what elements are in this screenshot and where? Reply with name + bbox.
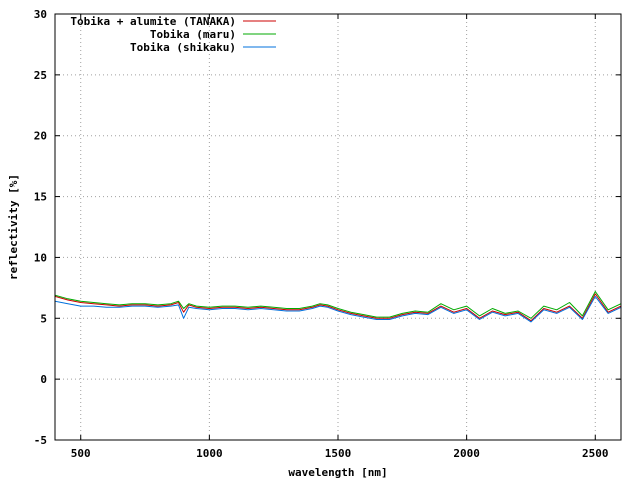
tick-labels: 500 1000 1500 2000 2500 -5 0 5 10 15 20 25 30 [34, 8, 609, 460]
x-tick-label: 2500 [582, 447, 609, 460]
series-group [55, 291, 621, 323]
y-axis-label: reflectivity [%] [7, 174, 20, 280]
y-tick-label: 25 [34, 69, 47, 82]
y-tick-label: 20 [34, 130, 47, 143]
legend-label-1: Tobika (maru) [150, 28, 236, 41]
x-axis-label: wavelength [nm] [288, 466, 387, 479]
y-tick-label: 15 [34, 191, 47, 204]
y-tick-label: 0 [40, 373, 47, 386]
y-tick-label: 10 [34, 251, 47, 264]
y-tick-label: 5 [40, 312, 47, 325]
axis-ticks [55, 13, 621, 441]
x-tick-label: 1000 [196, 447, 223, 460]
legend-label-2: Tobika (shikaku) [130, 41, 236, 54]
x-tick-label: 2000 [453, 447, 480, 460]
series-line-1 [55, 291, 621, 319]
x-tick-label: 1500 [325, 447, 352, 460]
x-tick-label: 500 [71, 447, 91, 460]
legend-label-0: Tobika + alumite (TANAKA) [70, 15, 236, 28]
series-line-0 [55, 293, 621, 322]
y-tick-label: -5 [34, 434, 47, 447]
grid [55, 14, 621, 440]
legend: Tobika + alumite (TANAKA)Tobika (maru)To… [70, 15, 276, 54]
series-line-2 [55, 295, 621, 323]
y-tick-label: 30 [34, 8, 47, 21]
